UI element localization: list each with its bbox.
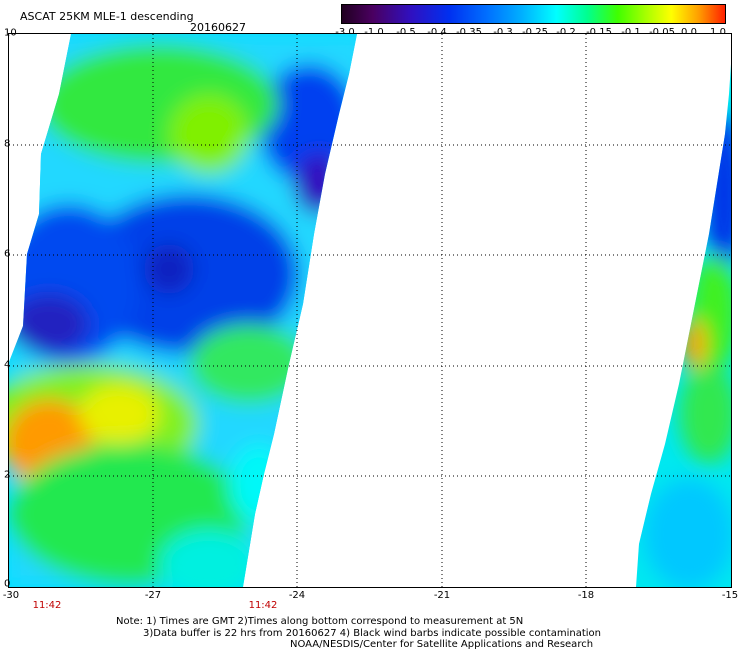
graticule <box>9 34 731 587</box>
colorbar-label: 1.0 <box>710 27 726 38</box>
note-line-1: Note: 1) Times are GMT 2)Times along bot… <box>116 616 524 627</box>
colorbar-label: -0.5 <box>396 27 416 38</box>
x-tick: -15 <box>721 590 739 601</box>
right-swath <box>636 64 731 587</box>
swath-map <box>8 33 732 588</box>
note-line-3: NOAA/NESDIS/Center for Satellite Applica… <box>290 639 594 650</box>
colorbar-label: 0.0 <box>681 27 697 38</box>
colorbar-label: -3.0 <box>335 27 355 38</box>
colorbar-label: -1.0 <box>364 27 384 38</box>
colorbar-label: -0.3 <box>493 27 513 38</box>
y-tick: 2 <box>4 469 11 481</box>
swath-field <box>9 34 731 587</box>
y-tick: 0 <box>4 578 11 590</box>
note-line-2: 3)Data buffer is 22 hrs from 20160627 4)… <box>143 628 601 639</box>
x-tick: -27 <box>144 590 162 601</box>
colorbar-label: -0.25 <box>522 27 548 38</box>
x-tick: -18 <box>577 590 595 601</box>
colorbar-label: -0.15 <box>586 27 612 38</box>
y-tick: 8 <box>4 138 11 150</box>
map-date: 20160627 <box>190 21 246 34</box>
pass-time: 11:42 <box>32 600 62 611</box>
colorbar-label: -0.35 <box>456 27 482 38</box>
colorbar-label: -0.2 <box>556 27 576 38</box>
colorbar-label: -0.1 <box>621 27 641 38</box>
x-tick: -21 <box>433 590 451 601</box>
map-title: ASCAT 25KM MLE-1 descending <box>20 10 194 23</box>
y-tick: 10 <box>4 27 17 39</box>
x-tick: -30 <box>2 590 20 601</box>
colorbar-label: -0.4 <box>427 27 447 38</box>
colorbar-label: -0.05 <box>649 27 675 38</box>
y-tick: 6 <box>4 248 11 260</box>
left-swath <box>9 34 357 587</box>
x-tick: -24 <box>288 590 306 601</box>
colorbar <box>341 4 726 24</box>
pass-time: 11:42 <box>248 600 278 611</box>
y-tick: 4 <box>4 359 11 371</box>
